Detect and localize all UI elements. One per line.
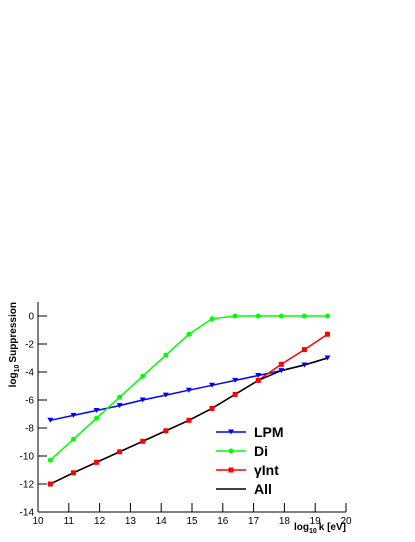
y-axis-label: log10Suppression (8, 302, 21, 387)
y-tick-label: -6 (25, 396, 34, 407)
marker (139, 397, 146, 403)
y-label-part: 10 (14, 364, 21, 372)
marker (186, 417, 192, 423)
y-tick-label: -12 (20, 480, 35, 491)
y-label-part: Suppression (8, 302, 19, 363)
marker (70, 470, 76, 476)
marker (255, 377, 261, 383)
marker (228, 429, 234, 435)
x-tick-label: 17 (248, 516, 260, 527)
x-tick-label: 14 (156, 516, 168, 527)
marker (47, 481, 53, 487)
marker (301, 362, 308, 368)
x-label-part: log (294, 522, 309, 533)
marker (185, 387, 192, 393)
marker (278, 361, 284, 367)
marker (209, 382, 216, 388)
x-tick-label: 12 (94, 516, 106, 527)
x-tick-label: 16 (217, 516, 229, 527)
marker (324, 355, 331, 361)
marker (278, 368, 285, 374)
marker (255, 313, 261, 319)
x-tick-label: 13 (125, 516, 137, 527)
marker (301, 313, 307, 319)
marker (325, 331, 331, 337)
marker (117, 394, 123, 400)
marker (232, 391, 238, 397)
legend-label: Di (254, 443, 268, 459)
marker (116, 403, 123, 409)
marker (94, 459, 100, 465)
marker (209, 405, 215, 411)
marker (186, 331, 192, 337)
x-axis-label: log10 k [eV] (294, 522, 346, 535)
y-tick-label: -8 (25, 424, 34, 435)
x-label-part: 10 (309, 528, 317, 535)
marker (70, 436, 76, 442)
marker (232, 313, 238, 319)
marker (255, 373, 262, 378)
marker (94, 415, 100, 421)
series-line (49, 333, 328, 485)
y-label-part: log (8, 372, 19, 387)
legend-label: All (254, 481, 272, 497)
marker (301, 347, 307, 353)
x-tick-label: 20 (340, 516, 352, 527)
x-tick-label: 10 (32, 516, 44, 527)
marker (162, 392, 169, 398)
legend-label: γInt (254, 462, 279, 478)
y-tick-label: 0 (28, 312, 34, 323)
y-tick-label: -4 (25, 368, 34, 379)
marker (117, 449, 123, 455)
marker (70, 412, 77, 418)
x-tick-label: 11 (64, 516, 75, 527)
marker (325, 313, 331, 319)
marker (278, 313, 284, 319)
marker (47, 417, 54, 423)
marker (163, 428, 169, 434)
legend-label: LPM (254, 424, 284, 440)
marker (93, 408, 100, 413)
y-tick-label: -2 (25, 340, 34, 351)
y-tick-label: -14 (20, 508, 35, 519)
x-tick-label: 15 (186, 516, 198, 527)
marker (209, 316, 215, 322)
marker (228, 448, 234, 454)
x-tick-label: 19 (310, 516, 322, 527)
marker (232, 377, 239, 383)
x-tick-label: 18 (279, 516, 291, 527)
marker (140, 438, 146, 444)
marker (140, 373, 146, 379)
marker (163, 352, 169, 358)
x-label-part: k [eV] (319, 522, 346, 533)
marker (228, 467, 234, 473)
marker (47, 457, 53, 463)
y-tick-label: -10 (20, 452, 35, 463)
